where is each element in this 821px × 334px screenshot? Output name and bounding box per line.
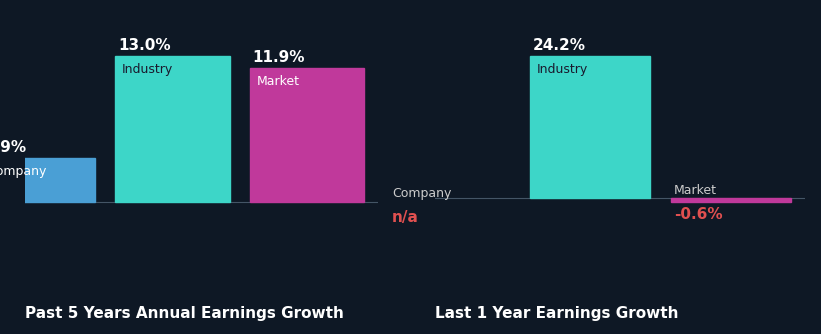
Text: Market: Market bbox=[674, 184, 717, 197]
Text: Industry: Industry bbox=[122, 63, 173, 76]
Text: 11.9%: 11.9% bbox=[253, 50, 305, 65]
Text: Past 5 Years Annual Earnings Growth: Past 5 Years Annual Earnings Growth bbox=[25, 306, 343, 321]
Text: -0.6%: -0.6% bbox=[674, 207, 722, 222]
Bar bbox=[250, 68, 365, 202]
Text: 3.9%: 3.9% bbox=[0, 140, 25, 155]
Text: n/a: n/a bbox=[392, 210, 419, 225]
Text: Industry: Industry bbox=[537, 63, 589, 76]
Text: Last 1 Year Earnings Growth: Last 1 Year Earnings Growth bbox=[435, 306, 679, 321]
Text: 24.2%: 24.2% bbox=[533, 38, 586, 53]
Bar bbox=[0, 158, 95, 202]
Bar bbox=[530, 56, 649, 198]
Text: Market: Market bbox=[257, 75, 300, 89]
Bar bbox=[116, 56, 230, 202]
Text: Company: Company bbox=[0, 165, 47, 178]
Text: 13.0%: 13.0% bbox=[118, 38, 171, 53]
Text: Company: Company bbox=[392, 187, 452, 199]
Bar bbox=[671, 198, 791, 202]
